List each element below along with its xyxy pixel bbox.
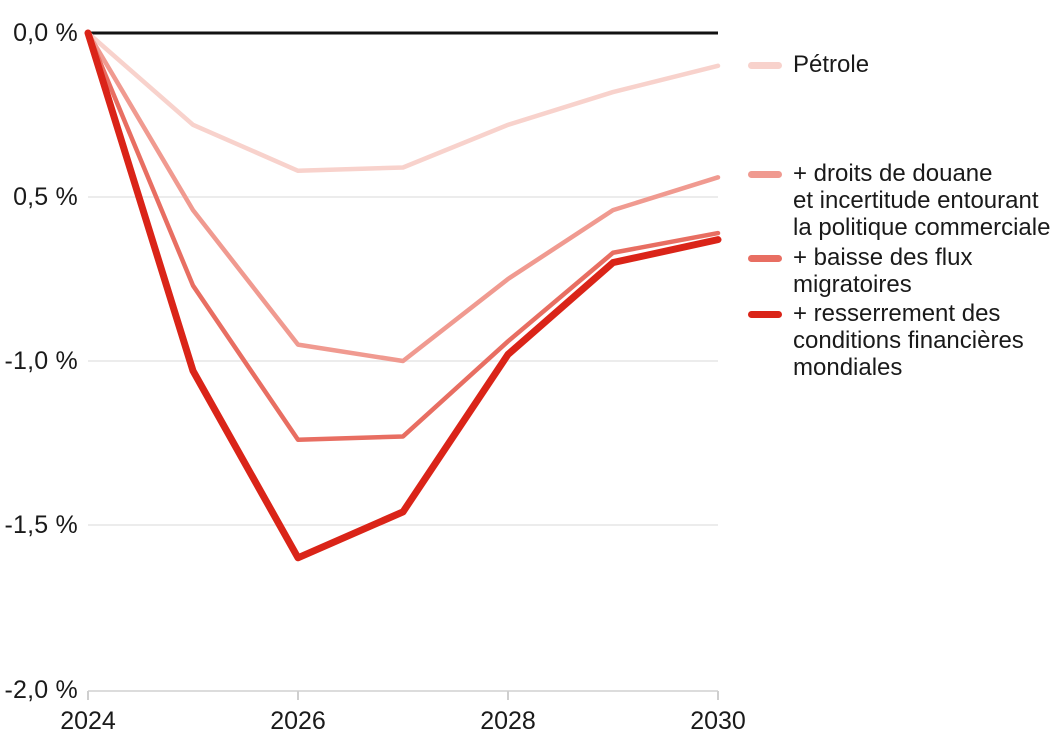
legend-label-baisse-flux: + baisse des flux migratoires bbox=[793, 244, 973, 298]
y-axis-label-1.0: -1,0 % bbox=[4, 347, 78, 375]
y-axis-label-0.0: 0,0 % bbox=[13, 19, 78, 47]
resserrement-line-swatch-icon bbox=[748, 311, 782, 318]
x-axis-label-2028: 2028 bbox=[480, 707, 536, 735]
legend-label-resserrement: + resserrement des conditions financière… bbox=[793, 300, 1024, 381]
legend-item-droits-de-douane: + droits de douane et incertitude entour… bbox=[748, 160, 1050, 241]
droits-de-douane-line-swatch-icon bbox=[748, 171, 782, 178]
x-axis-label-2024: 2024 bbox=[60, 707, 116, 735]
baisse-flux-line-swatch-icon bbox=[748, 255, 782, 262]
series-line--baisse-des-flux bbox=[85, 30, 721, 442]
legend-label-droits-de-douane: + droits de douane et incertitude entour… bbox=[793, 160, 1051, 241]
y-axis-label-0.5: 0,5 % bbox=[13, 183, 78, 211]
legend-item-baisse-flux-migratoires: + baisse des flux migratoires bbox=[748, 244, 972, 298]
petrole-line-swatch-icon bbox=[748, 62, 782, 69]
y-axis-label-2.0: -2,0 % bbox=[4, 676, 78, 704]
legend-item-resserrement-financier: + resserrement des conditions financière… bbox=[748, 300, 1024, 381]
y-axis-label-1.5: -1,5 % bbox=[4, 511, 78, 539]
legend-item-petrole: Pétrole bbox=[748, 51, 869, 78]
legend-label-petrole: Pétrole bbox=[793, 51, 870, 78]
series-line--droits-de-douane bbox=[85, 30, 721, 364]
series-line-pétrole bbox=[85, 30, 721, 174]
series-line--resserrement-des bbox=[84, 29, 722, 562]
x-axis-label-2026: 2026 bbox=[270, 707, 326, 735]
x-axis-label-2030: 2030 bbox=[690, 707, 746, 735]
